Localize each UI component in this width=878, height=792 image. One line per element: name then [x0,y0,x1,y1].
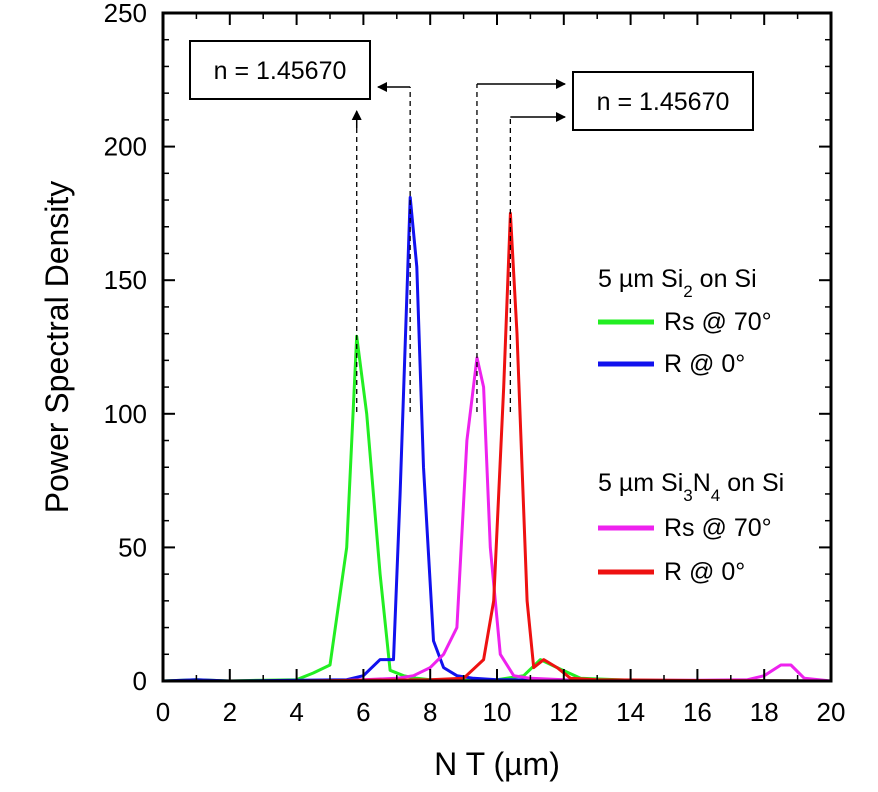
x-tick-label: 6 [356,697,370,727]
y-tick-label: 50 [118,532,147,562]
x-tick-label: 4 [289,697,303,727]
x-tick-label: 18 [750,697,779,727]
legend-group-title: 5 µm Si2 on Si [598,265,757,301]
annot-label-left: n = 1.45670 [214,57,347,85]
annotation-layer: n = 1.45670 n = 1.45670 [189,40,754,412]
x-tick-label: 2 [223,697,237,727]
y-tick-label: 0 [133,666,147,696]
y-tick-label: 150 [104,265,147,295]
legend-group-title: 5 µm Si3N4 on Si [598,469,784,505]
legend-entry-label: R @ 0° [664,558,745,586]
annot-label-right: n = 1.45670 [597,88,730,116]
legend-entry-label: Rs @ 70° [664,514,772,542]
x-tick-label: 20 [817,697,846,727]
x-tick-label: 0 [156,697,170,727]
y-tick-label: 250 [104,0,147,28]
x-tick-label: 8 [423,697,437,727]
x-tick-label: 16 [683,697,712,727]
annot-box-left [189,40,371,100]
legend: 5 µm Si2 on Si Rs @ 70° R @ 0° 5 µm Si3N4 o… [598,265,784,586]
y-tick-label: 100 [104,399,147,429]
legend-entry-label: R @ 0° [664,350,745,378]
x-tick-label: 14 [616,697,645,727]
legend-entry-label: Rs @ 70° [664,308,772,336]
x-tick-label: 12 [549,697,578,727]
x-tick-label: 10 [483,697,512,727]
x-axis-title: N T (µm) [434,746,560,782]
annot-box-right [572,71,754,131]
y-axis-title: Power Spectral Density [39,181,75,514]
series-line-2 [163,356,832,683]
y-tick-label: 200 [104,132,147,162]
